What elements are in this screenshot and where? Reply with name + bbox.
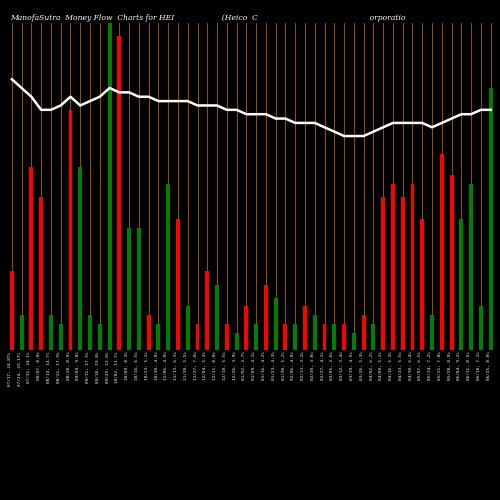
Bar — [362, 315, 366, 350]
Bar — [450, 176, 454, 350]
Bar — [294, 324, 297, 350]
Bar — [420, 219, 424, 350]
Bar — [303, 306, 307, 350]
Bar — [440, 154, 444, 350]
Bar — [206, 272, 209, 350]
Bar — [254, 324, 258, 350]
Bar — [352, 332, 356, 350]
Bar — [381, 197, 385, 350]
Bar — [372, 324, 376, 350]
Bar — [284, 324, 288, 350]
Bar — [234, 332, 238, 350]
Text: ManofaSutra  Money Flow  Charts for HEI                    (Heico  C            : ManofaSutra Money Flow Charts for HEI (H… — [10, 14, 406, 22]
Bar — [488, 88, 492, 350]
Bar — [39, 197, 43, 350]
Bar — [166, 184, 170, 350]
Bar — [322, 324, 326, 350]
Bar — [401, 197, 404, 350]
Bar — [108, 0, 112, 350]
Bar — [460, 219, 464, 350]
Bar — [313, 315, 316, 350]
Bar — [156, 324, 160, 350]
Bar — [68, 110, 72, 350]
Bar — [479, 306, 483, 350]
Bar — [88, 315, 92, 350]
Bar — [215, 284, 219, 350]
Bar — [98, 324, 102, 350]
Bar — [264, 284, 268, 350]
Bar — [274, 298, 278, 350]
Bar — [244, 306, 248, 350]
Bar — [176, 219, 180, 350]
Bar — [127, 228, 131, 350]
Bar — [342, 324, 346, 350]
Bar — [196, 324, 200, 350]
Bar — [391, 184, 395, 350]
Bar — [146, 315, 150, 350]
Bar — [137, 228, 141, 350]
Bar — [186, 306, 190, 350]
Bar — [332, 324, 336, 350]
Bar — [30, 166, 34, 350]
Bar — [58, 324, 62, 350]
Bar — [20, 315, 24, 350]
Bar — [10, 272, 14, 350]
Bar — [49, 315, 53, 350]
Bar — [410, 184, 414, 350]
Bar — [225, 324, 229, 350]
Bar — [78, 166, 82, 350]
Bar — [118, 36, 122, 350]
Bar — [469, 184, 473, 350]
Bar — [430, 315, 434, 350]
